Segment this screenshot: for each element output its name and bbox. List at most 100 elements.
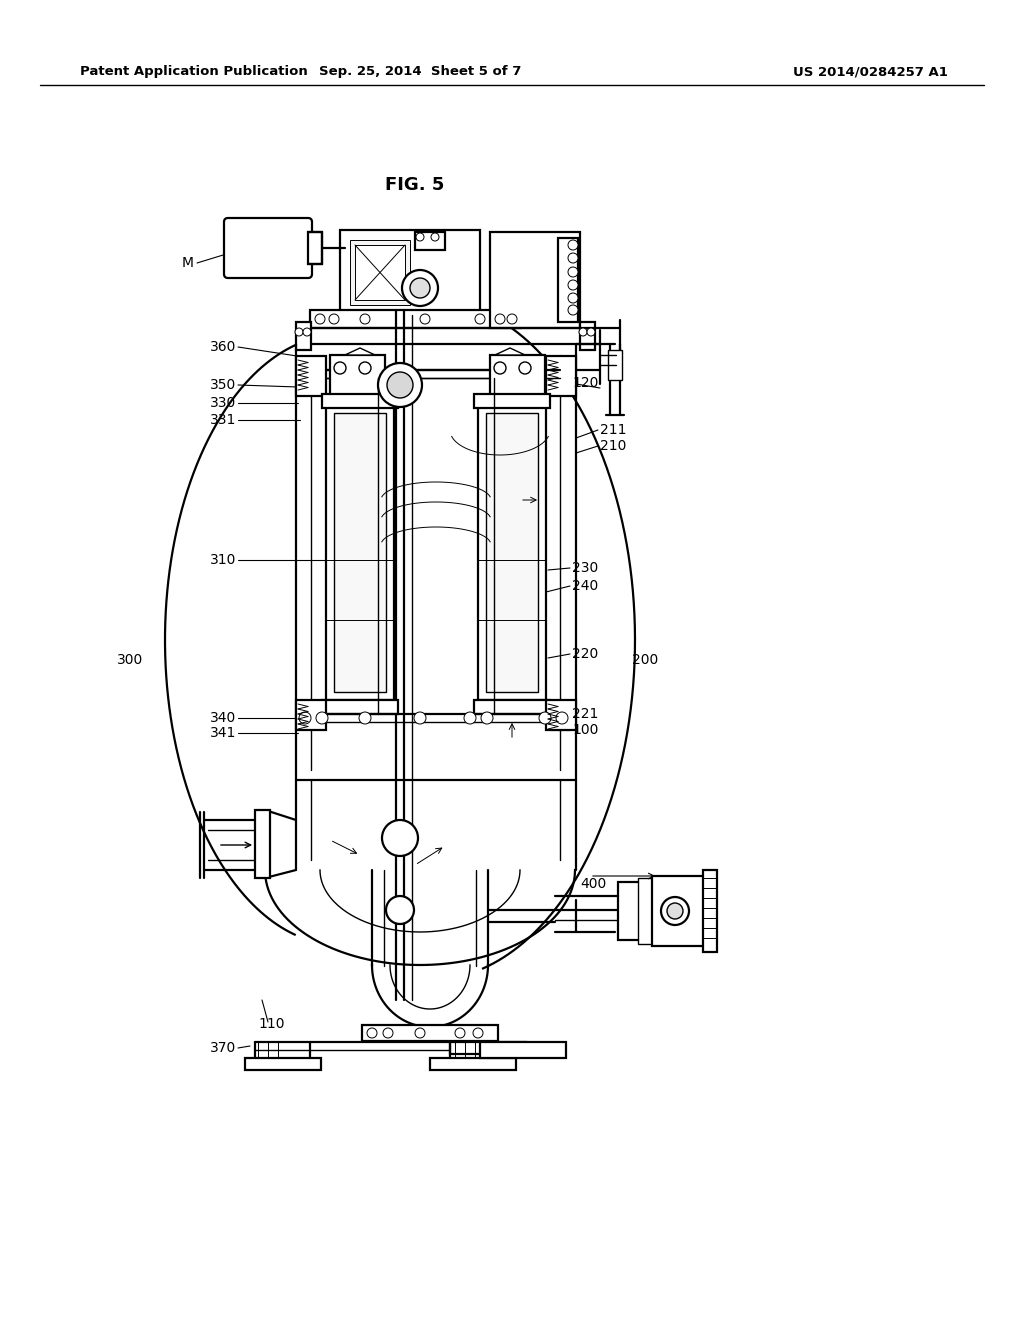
Bar [474, 393, 550, 408]
Circle shape [402, 271, 438, 306]
Bar [618, 882, 640, 940]
Circle shape [579, 327, 587, 337]
Text: 221: 221 [572, 708, 598, 721]
Circle shape [415, 1028, 425, 1038]
Circle shape [315, 314, 325, 323]
Text: 330: 330 [210, 396, 236, 411]
Circle shape [464, 711, 476, 723]
Text: 400: 400 [580, 876, 606, 891]
Circle shape [295, 327, 303, 337]
Bar [430, 1059, 516, 1071]
Bar [362, 1026, 498, 1041]
Bar [450, 1041, 526, 1053]
Bar [638, 878, 654, 944]
Circle shape [519, 362, 531, 374]
Circle shape [378, 363, 422, 407]
Bar [334, 413, 386, 692]
Circle shape [667, 903, 683, 919]
Bar [330, 355, 385, 405]
Text: 350: 350 [210, 378, 236, 392]
Text: 360: 360 [210, 341, 236, 354]
Bar [296, 322, 311, 350]
Circle shape [299, 711, 311, 723]
Bar [340, 230, 480, 315]
Circle shape [455, 1028, 465, 1038]
Bar [310, 310, 520, 327]
Text: 110: 110 [258, 1016, 285, 1031]
Circle shape [568, 267, 578, 277]
Text: 220: 220 [572, 647, 598, 661]
Text: M: M [182, 256, 194, 271]
Circle shape [662, 898, 689, 925]
Text: US 2014/0284257 A1: US 2014/0284257 A1 [793, 66, 947, 78]
Bar [652, 876, 707, 946]
Text: 200: 200 [632, 653, 658, 667]
FancyBboxPatch shape [224, 218, 312, 279]
Circle shape [382, 820, 418, 855]
Circle shape [414, 711, 426, 723]
Circle shape [587, 327, 595, 337]
Circle shape [495, 314, 505, 323]
Circle shape [359, 362, 371, 374]
Text: 310: 310 [210, 553, 236, 568]
Bar [546, 356, 575, 396]
Circle shape [383, 1028, 393, 1038]
Circle shape [556, 711, 568, 723]
Bar [474, 700, 550, 714]
Text: 331: 331 [210, 413, 236, 426]
Circle shape [568, 305, 578, 315]
Circle shape [387, 372, 413, 399]
Text: 210: 210 [600, 440, 627, 453]
Circle shape [473, 1028, 483, 1038]
Bar [255, 810, 270, 878]
Circle shape [568, 253, 578, 263]
Bar [490, 355, 545, 405]
Text: Patent Application Publication: Patent Application Publication [80, 66, 308, 78]
Text: FIG. 5: FIG. 5 [385, 176, 444, 194]
Bar [322, 393, 398, 408]
Circle shape [494, 362, 506, 374]
Bar [355, 246, 406, 300]
Bar [308, 232, 322, 264]
Bar [558, 238, 578, 322]
Text: 341: 341 [210, 726, 236, 741]
Bar [326, 405, 394, 700]
Circle shape [303, 327, 311, 337]
Circle shape [431, 234, 439, 242]
Text: 211: 211 [600, 422, 627, 437]
Circle shape [507, 314, 517, 323]
Circle shape [359, 711, 371, 723]
Circle shape [367, 1028, 377, 1038]
Text: 340: 340 [210, 711, 236, 725]
Circle shape [475, 314, 485, 323]
Circle shape [420, 314, 430, 323]
Circle shape [568, 240, 578, 249]
Bar [415, 232, 445, 249]
Bar [350, 240, 410, 305]
Circle shape [416, 234, 424, 242]
Bar [608, 350, 622, 380]
Text: Sep. 25, 2014  Sheet 5 of 7: Sep. 25, 2014 Sheet 5 of 7 [318, 66, 521, 78]
Circle shape [360, 314, 370, 323]
Bar [296, 700, 326, 730]
Polygon shape [345, 348, 375, 355]
Circle shape [329, 314, 339, 323]
Text: 230: 230 [572, 561, 598, 576]
Bar [486, 413, 538, 692]
Circle shape [410, 279, 430, 298]
Circle shape [539, 711, 551, 723]
Circle shape [334, 362, 346, 374]
Polygon shape [495, 348, 525, 355]
Bar [490, 232, 580, 327]
Circle shape [568, 280, 578, 290]
Bar [480, 1041, 566, 1059]
Bar [703, 870, 717, 952]
Circle shape [386, 896, 414, 924]
Text: 120: 120 [572, 376, 598, 389]
Bar [322, 700, 398, 714]
Text: 370: 370 [210, 1041, 236, 1055]
Bar [296, 356, 326, 396]
Bar [580, 322, 595, 350]
Circle shape [568, 293, 578, 304]
Circle shape [481, 711, 493, 723]
